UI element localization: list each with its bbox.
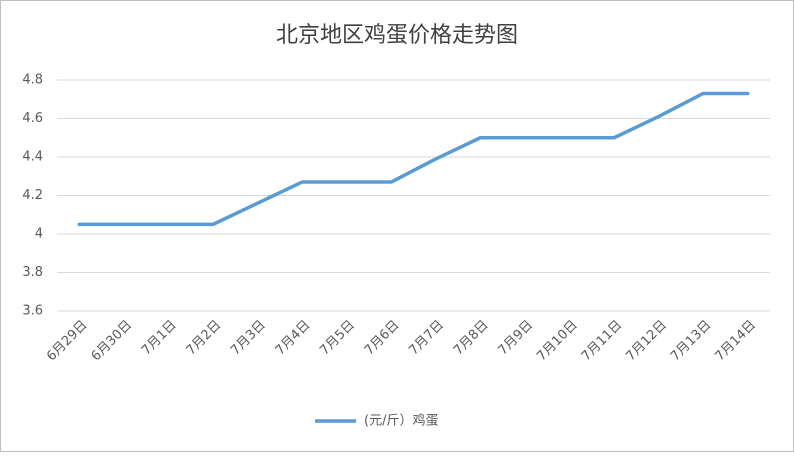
y-tick-label: 4.2 (22, 188, 43, 203)
legend-label: (元/斤）鸡蛋 (364, 413, 438, 429)
y-tick-label: 4.4 (22, 150, 43, 165)
y-tick-label: 3.6 (22, 304, 43, 319)
chart-title: 北京地区鸡蛋价格走势图 (276, 23, 518, 48)
y-tick-label: 3.8 (22, 265, 43, 280)
line-series (77, 91, 750, 227)
y-tick-label: 4.8 (22, 73, 43, 88)
y-tick-label: 4 (35, 227, 43, 242)
y-tick-label: 4.6 (22, 111, 43, 126)
